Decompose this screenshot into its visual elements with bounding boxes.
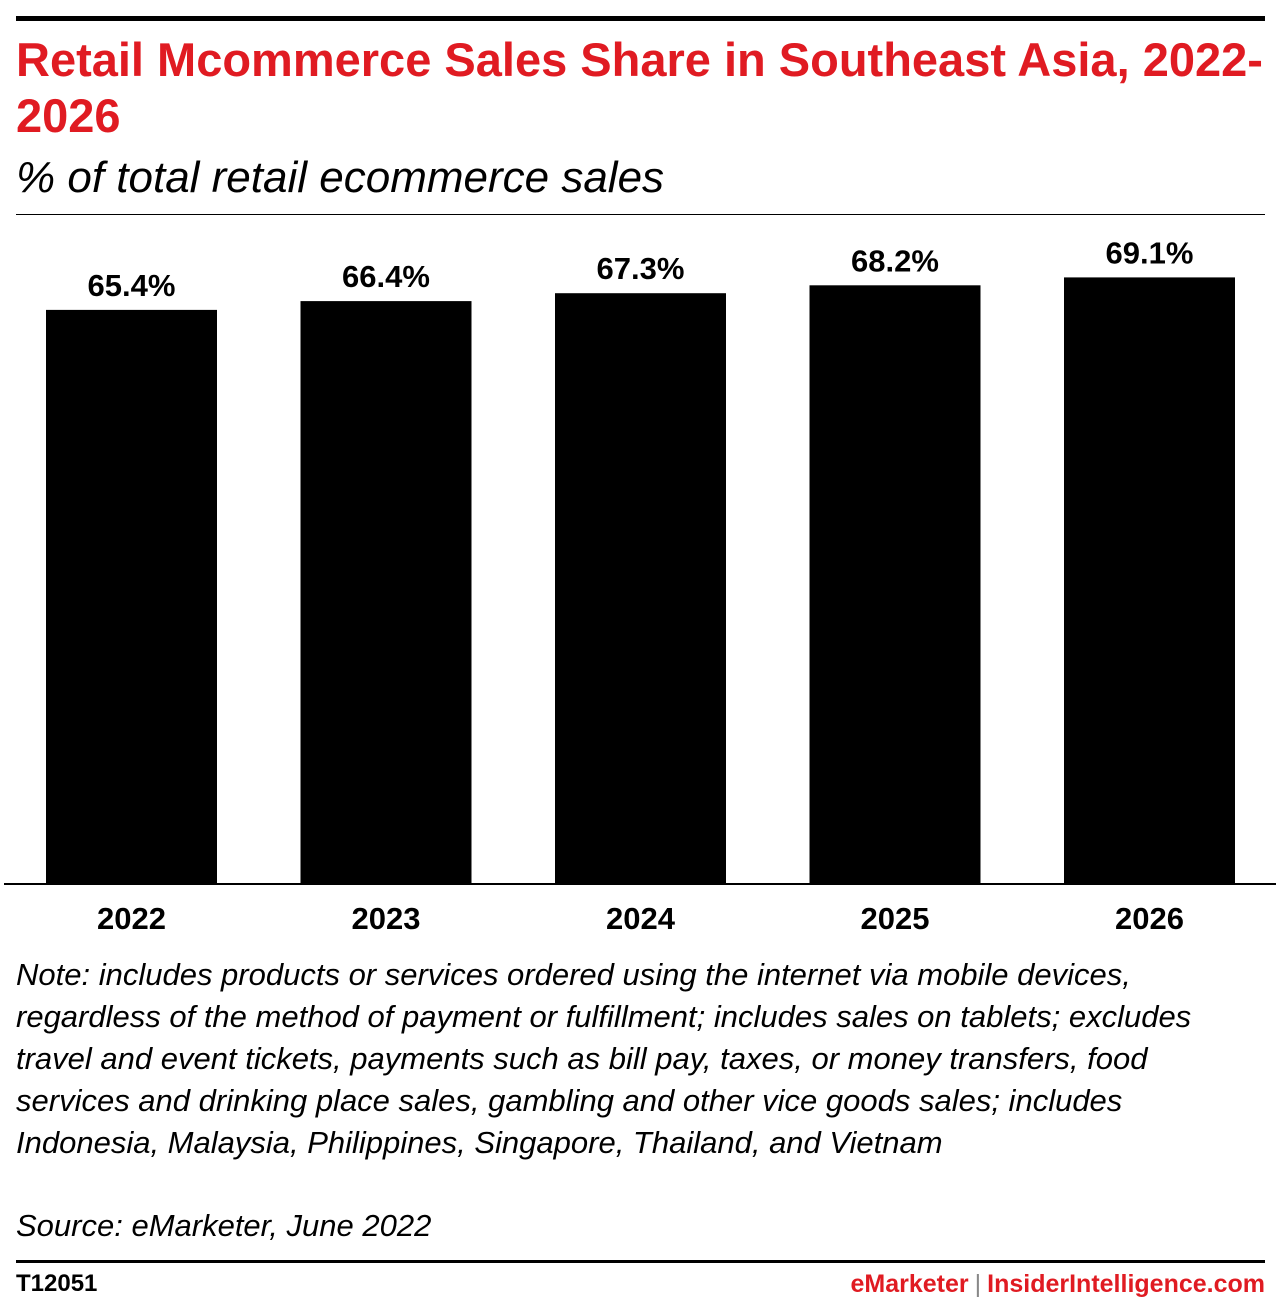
data-label-2023: 66.4%	[342, 259, 430, 294]
chart-source: Source: eMarketer, June 2022	[16, 1208, 432, 1243]
chart-note: Note: includes products or services orde…	[16, 957, 1192, 1160]
x-tick-label-2025: 2025	[861, 901, 930, 936]
brand-footer: eMarketer | InsiderIntelligence.com	[851, 1268, 1266, 1300]
data-label-2024: 67.3%	[597, 251, 685, 286]
data-label-2026: 69.1%	[1106, 235, 1194, 270]
brand-separator: |	[974, 1270, 982, 1298]
top-rule	[16, 16, 1265, 21]
bar-chart: 65.4% 2022 66.4% 2023 67.3% 2024 68.2% 2025 69.1…	[4, 235, 1276, 936]
x-tick-label-2023: 2023	[352, 901, 421, 936]
chart-subtitle: % of total retail ecommerce sales	[16, 153, 665, 202]
bar-2026	[1064, 277, 1235, 884]
bottom-rule	[16, 1260, 1265, 1263]
data-label-2022: 65.4%	[88, 268, 176, 303]
chart-title: Retail Mcommerce Sales Share in Southeas…	[16, 33, 1263, 142]
data-label-2025: 68.2%	[851, 243, 939, 278]
chart-id: T12051	[16, 1270, 98, 1297]
x-tick-label-2024: 2024	[606, 901, 676, 936]
bar-2023	[300, 301, 472, 884]
bar-2022	[46, 309, 217, 884]
subtitle-rule	[16, 214, 1265, 215]
x-tick-label-2026: 2026	[1115, 901, 1184, 936]
x-tick-label-2022: 2022	[97, 901, 166, 936]
bar-2024	[555, 293, 726, 884]
brand-insider-intelligence: InsiderIntelligence.com	[987, 1270, 1265, 1298]
brand-emarketer: eMarketer	[850, 1270, 969, 1298]
bar-2025	[809, 285, 981, 884]
